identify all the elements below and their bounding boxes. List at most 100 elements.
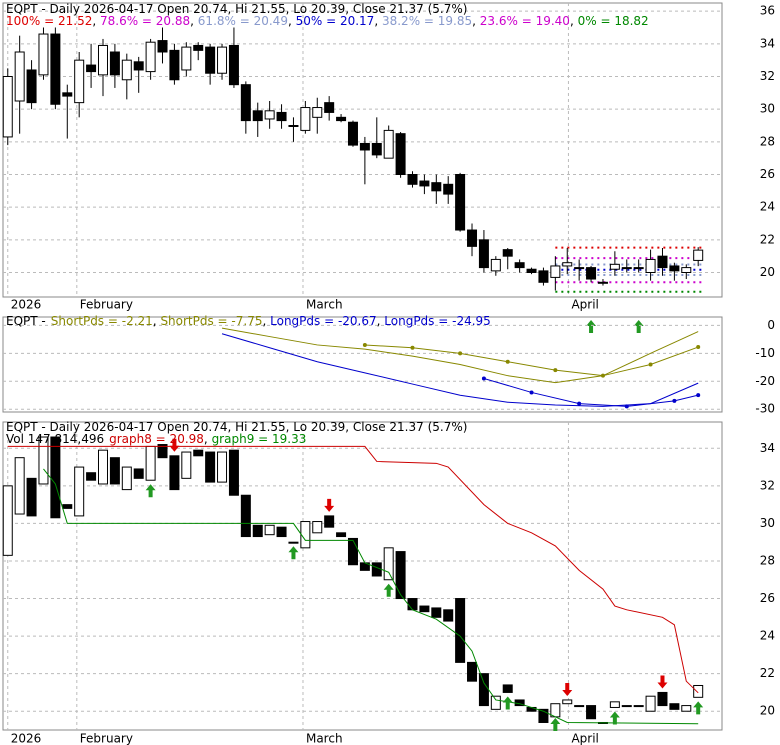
fib-label: 78.6% = 20.88 — [100, 14, 190, 28]
x-tick-label: 2026 — [11, 732, 42, 745]
candle-body — [586, 267, 597, 280]
candle-body — [181, 451, 192, 479]
x-tick-label: March — [306, 298, 343, 312]
candle-body — [14, 51, 25, 102]
chart-title: EQPT - Daily 2026-04-17 Open 20.74, Hi 2… — [6, 420, 467, 434]
volume-label: Vol 147,814,496 — [6, 432, 104, 446]
candle-body — [50, 436, 61, 519]
separator: , — [570, 14, 578, 28]
candle-body — [526, 268, 537, 274]
candle-body — [336, 116, 347, 122]
signal-arrow-up — [502, 696, 513, 710]
indicator-dot — [577, 401, 582, 406]
candle-body — [228, 44, 239, 86]
candle-body — [586, 705, 597, 720]
candle-body — [657, 255, 668, 269]
x-tick-label: April — [571, 298, 598, 312]
signal-arrow-up — [383, 583, 394, 597]
candle-body — [288, 125, 299, 127]
candle-body — [502, 684, 513, 693]
candle-body — [645, 695, 656, 712]
separator: , — [204, 432, 212, 446]
indicator-line — [483, 377, 699, 407]
y-tick-label: 28 — [760, 553, 775, 567]
candle-body — [133, 61, 144, 71]
header-line: EQPT - Daily 2026-04-17 Open 20.74, Hi 2… — [6, 2, 467, 16]
x-tick-label: April — [571, 732, 598, 745]
candle-body — [633, 267, 644, 270]
y-tick-label: 34 — [760, 441, 775, 455]
candle-body — [252, 110, 263, 122]
legend-entry: LongPds = -24.95 — [384, 314, 491, 328]
fib-label: 100% = 21.52 — [6, 14, 92, 28]
candle-body — [169, 49, 180, 81]
candle-body — [645, 258, 656, 273]
candle-body — [562, 262, 573, 267]
y-tick-label: -20 — [755, 374, 775, 388]
candle-body — [169, 455, 180, 491]
candle-body — [14, 457, 25, 515]
candle-body — [97, 449, 108, 485]
candle-body — [205, 46, 216, 74]
candle-body — [38, 33, 49, 76]
chart-title: EQPT - Daily 2026-04-17 Open 20.74, Hi 2… — [6, 2, 467, 16]
y-tick-label: 22 — [760, 666, 775, 680]
indicator-dot — [505, 359, 510, 364]
candle-body — [276, 526, 287, 538]
candle-body — [395, 133, 406, 176]
indicator-line — [43, 468, 699, 725]
legend-entry: graph8 = 20.98 — [109, 432, 204, 446]
y-tick-label: 20 — [760, 265, 775, 279]
candle-body — [109, 51, 120, 76]
y-tick-label: 28 — [760, 134, 775, 148]
signal-arrow-up — [550, 718, 561, 731]
candle-body — [431, 607, 442, 618]
candle-body — [264, 524, 275, 536]
indicator-dot — [696, 345, 701, 350]
x-tick-label: 2026 — [11, 298, 42, 312]
fib-label: 38.2% = 19.85 — [382, 14, 472, 28]
signal-arrow-down — [657, 675, 668, 689]
separator: , — [377, 314, 385, 328]
indicator-line — [364, 344, 699, 377]
candle-body — [431, 182, 442, 192]
header-line: 100% = 21.52, 78.6% = 20.88, 61.8% = 20.… — [6, 14, 649, 28]
y-tick-label: 0 — [767, 318, 775, 332]
candle-body — [133, 468, 144, 479]
candle-body — [455, 174, 466, 231]
candle-body — [62, 92, 73, 97]
candle-body — [288, 541, 299, 544]
candle-body — [312, 107, 323, 118]
x-tick-label: March — [306, 732, 343, 745]
indicator-line — [221, 327, 699, 384]
candle-body — [276, 111, 287, 122]
candle-body — [109, 457, 120, 485]
y-tick-label: 26 — [760, 167, 775, 181]
signal-arrow-down — [562, 682, 573, 696]
candle-body — [633, 705, 644, 708]
candle-body — [181, 46, 192, 71]
indicator-dot — [410, 345, 415, 350]
candle-body — [609, 701, 620, 708]
candle-body — [383, 547, 394, 581]
panel-frame — [2, 421, 723, 731]
header-line: EQPT - Daily 2026-04-17 Open 20.74, Hi 2… — [6, 420, 467, 434]
candle-body — [26, 477, 37, 517]
candle-body — [681, 267, 692, 274]
candle-body — [371, 562, 382, 577]
candle-body — [538, 270, 549, 283]
candle-body — [252, 524, 263, 538]
candle-body — [693, 249, 704, 261]
y-tick-label: -10 — [755, 346, 775, 360]
candle-body — [419, 180, 430, 187]
candle-body — [574, 705, 585, 708]
fib-label: 0% = 18.82 — [578, 14, 649, 28]
candle-body — [669, 703, 680, 710]
candle-body — [121, 466, 132, 491]
candle-body — [145, 445, 156, 481]
y-tick-label: 24 — [760, 200, 775, 214]
candle-body — [97, 44, 108, 76]
candle-body — [2, 76, 13, 138]
legend-entry: ShortPds = -7.75 — [160, 314, 262, 328]
